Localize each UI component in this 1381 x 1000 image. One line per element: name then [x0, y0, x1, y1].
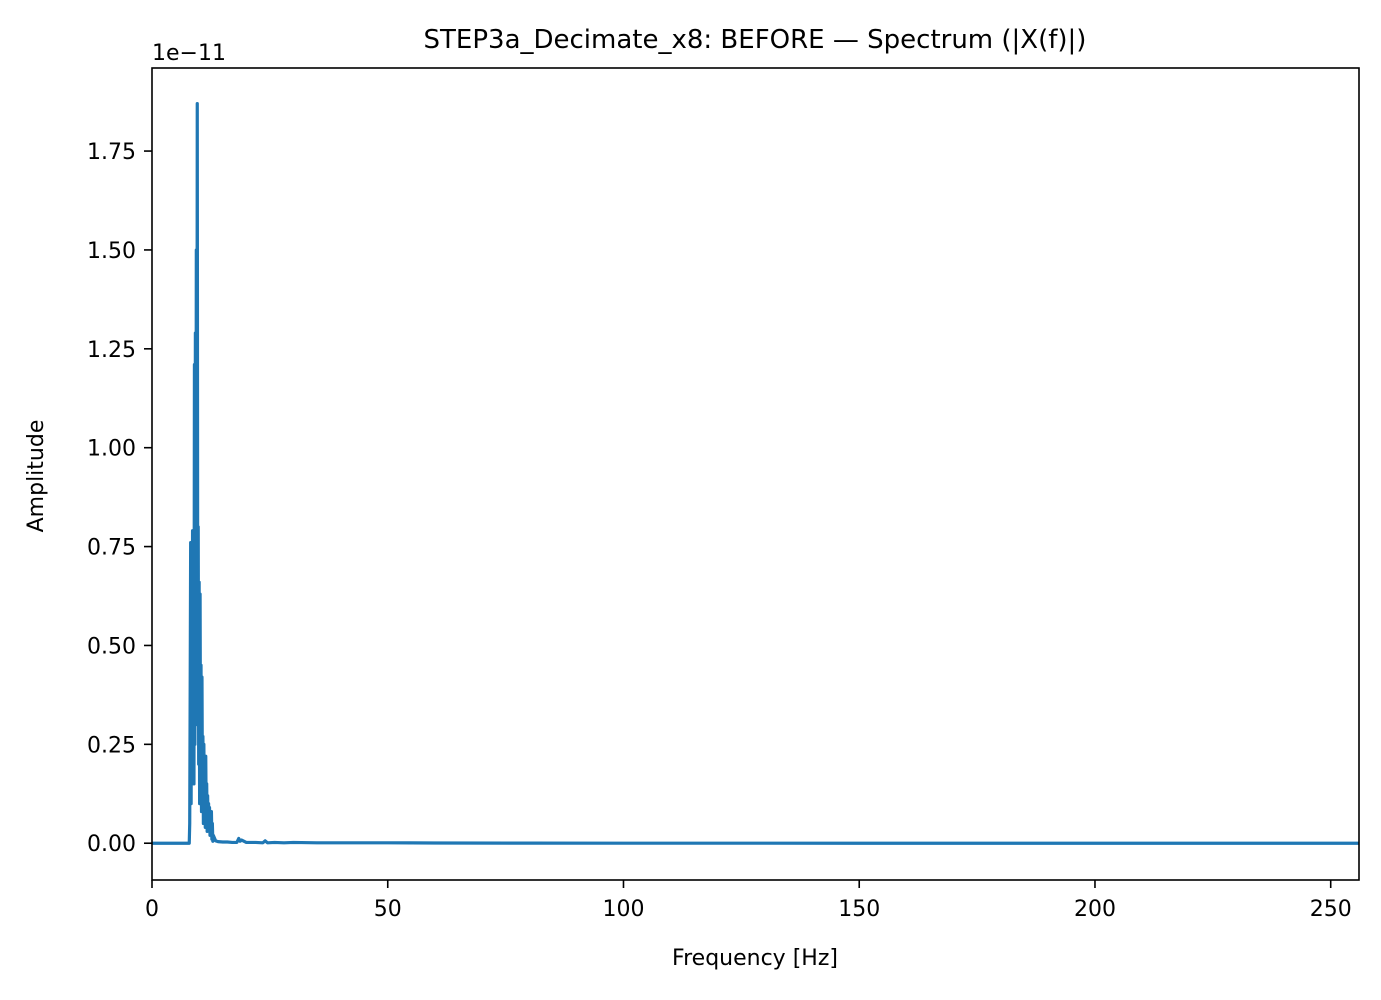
y-tick-label: 1.75 — [87, 140, 136, 165]
plot-frame — [151, 67, 1360, 881]
y-tick-label: 0.50 — [87, 634, 136, 659]
x-axis: 0 50 100 150 200 250 — [145, 880, 1352, 922]
plot-area — [152, 102, 1359, 845]
y-tick-label: 0.75 — [87, 536, 136, 561]
y-axis-label: Amplitude — [24, 420, 49, 533]
y-tick-label: 1.50 — [87, 239, 136, 264]
y-tick-label: 1.25 — [87, 338, 136, 363]
y-tick-label: 0.00 — [87, 832, 136, 857]
chart-title: STEP3a_Decimate_x8: BEFORE — Spectrum (|… — [424, 25, 1087, 55]
x-tick-label: 0 — [145, 897, 159, 922]
x-tick-label: 150 — [838, 897, 880, 922]
y-axis: 0.00 0.25 0.50 0.75 1.00 1.25 1.50 1.75 — [87, 140, 152, 857]
x-tick-label: 50 — [374, 897, 402, 922]
x-tick-label: 100 — [602, 897, 644, 922]
x-axis-label: Frequency [Hz] — [672, 946, 838, 971]
y-tick-label: 1.00 — [87, 437, 136, 462]
y-tick-label: 0.25 — [87, 733, 136, 758]
spectrum-line — [152, 102, 1359, 845]
y-axis-offset-label: 1e−11 — [152, 41, 226, 66]
x-tick-label: 250 — [1310, 897, 1352, 922]
x-tick-label: 200 — [1074, 897, 1116, 922]
